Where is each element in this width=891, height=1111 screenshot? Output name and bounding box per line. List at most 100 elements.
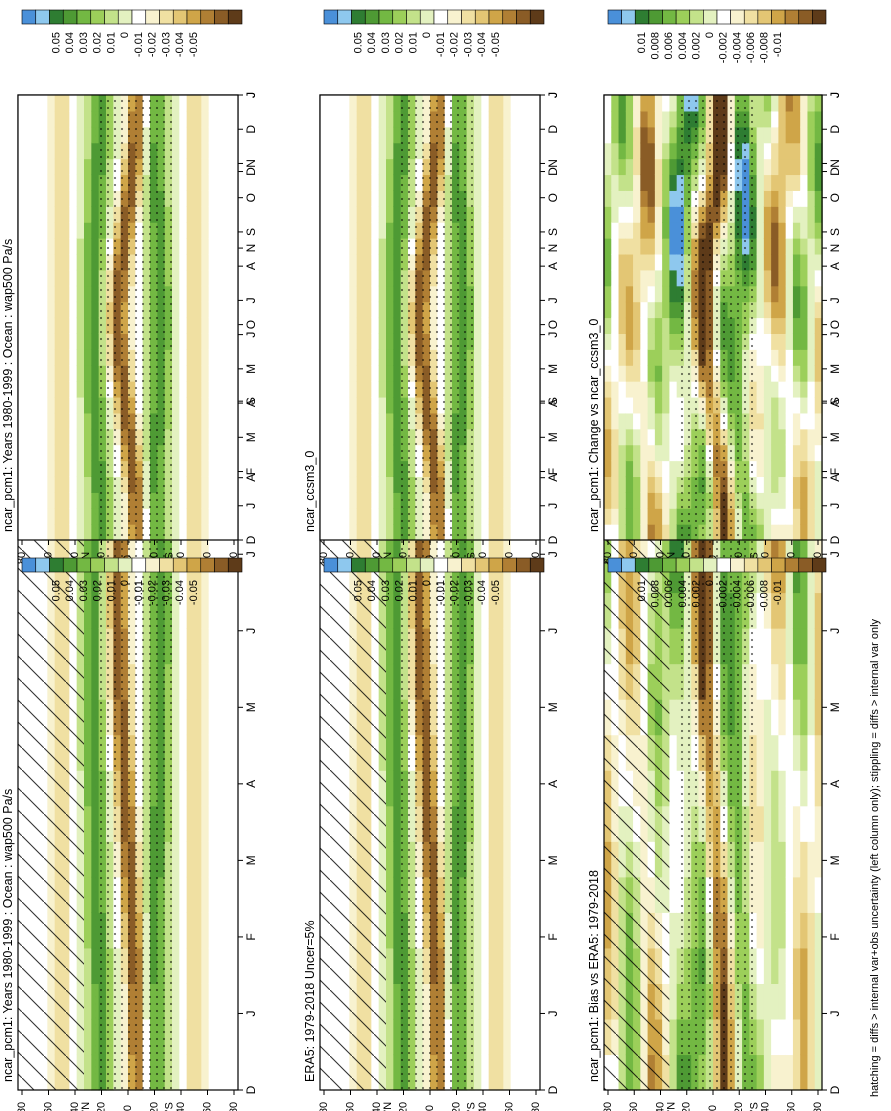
field-cell [40, 412, 48, 430]
field-cell [792, 663, 801, 700]
field-cell [763, 876, 772, 913]
field-cell [320, 492, 328, 509]
field-cell [76, 381, 85, 398]
field-cell [488, 1018, 497, 1056]
field-cell [604, 174, 612, 191]
field-cell [662, 190, 670, 207]
field-cell [186, 238, 195, 255]
month-label: D [546, 1085, 560, 1094]
month-label: D [244, 1085, 258, 1094]
field-cell [76, 126, 85, 144]
month-label: O [828, 320, 842, 329]
field-cell [518, 126, 526, 144]
field-cell [32, 110, 41, 128]
field-cell [503, 95, 512, 112]
field-cell [194, 110, 202, 128]
field-cell [488, 734, 497, 771]
field-cell [201, 444, 210, 462]
field-cell [778, 770, 787, 807]
field-cell [364, 142, 372, 160]
field-cell [230, 333, 239, 350]
field-cell [230, 805, 239, 842]
field-cell [669, 912, 678, 949]
field-cell [481, 476, 490, 493]
field-cell [216, 1054, 224, 1091]
field-cell [371, 412, 380, 430]
field-cell [525, 1018, 534, 1056]
field-cell [640, 365, 649, 382]
field-cell [47, 508, 56, 525]
month-label: J [546, 503, 560, 509]
field-cell [525, 396, 534, 414]
field-cell [756, 805, 765, 842]
field-cell [208, 206, 217, 223]
field-cell [179, 285, 188, 303]
month-label: A [244, 780, 258, 788]
field-cell [201, 317, 210, 334]
field-cell [654, 444, 663, 462]
field-cell [785, 876, 794, 913]
field-cell [488, 349, 497, 366]
field-cell [604, 142, 612, 160]
field-cell [518, 190, 526, 207]
field-cell [525, 142, 534, 160]
field-cell [532, 805, 541, 842]
field-cell [334, 349, 343, 366]
field-cell [172, 492, 180, 509]
field-cell [771, 699, 779, 736]
field-cell [807, 663, 816, 700]
field-cell [785, 1018, 794, 1056]
field-cell [778, 628, 787, 665]
field-cell [54, 508, 63, 525]
field-cell [25, 317, 34, 334]
field-cell [532, 628, 541, 665]
field-cell [356, 238, 365, 255]
month-label: J [244, 92, 258, 98]
field-cell [54, 333, 63, 350]
field-cell [481, 508, 490, 525]
field-cell [327, 333, 336, 350]
field-cell [320, 412, 328, 430]
month-label: J [828, 1010, 842, 1016]
field-cell [342, 381, 350, 398]
field-cell [349, 269, 358, 287]
field-cell [532, 110, 541, 128]
field-cell [40, 428, 48, 446]
field-cell [814, 1018, 823, 1056]
field-cell [342, 317, 350, 334]
field-cell [186, 412, 195, 430]
month-label: F [546, 468, 560, 475]
field-cell [216, 983, 224, 1020]
field-cell [481, 381, 490, 398]
field-cell [532, 983, 541, 1020]
field-cell [669, 428, 678, 446]
field-cell [201, 253, 210, 271]
field-cell [625, 333, 634, 350]
field-cell [481, 158, 490, 176]
field-cell [510, 396, 519, 414]
lat-label: 40 [371, 1102, 383, 1111]
field-cell [32, 428, 41, 446]
field-cell [194, 238, 202, 255]
field-cell [647, 460, 656, 478]
field-cell [756, 876, 765, 913]
field-cell [654, 333, 663, 350]
field-cell [356, 222, 365, 239]
field-cell [763, 841, 772, 878]
month-label: M [828, 855, 842, 865]
month-label: S [546, 228, 560, 236]
field-cell [647, 126, 656, 144]
field-cell [481, 1018, 490, 1056]
field-cell [510, 841, 519, 878]
field-cell [69, 158, 78, 176]
field-cell [327, 301, 336, 319]
field-cell [611, 412, 620, 430]
field-cell [54, 158, 63, 176]
field-cell [216, 663, 224, 700]
field-cell [503, 142, 512, 160]
field-cell [481, 912, 490, 949]
field-cell [334, 444, 343, 462]
field-cell [669, 983, 678, 1020]
field-cell [611, 174, 620, 191]
field-cell [386, 444, 394, 462]
